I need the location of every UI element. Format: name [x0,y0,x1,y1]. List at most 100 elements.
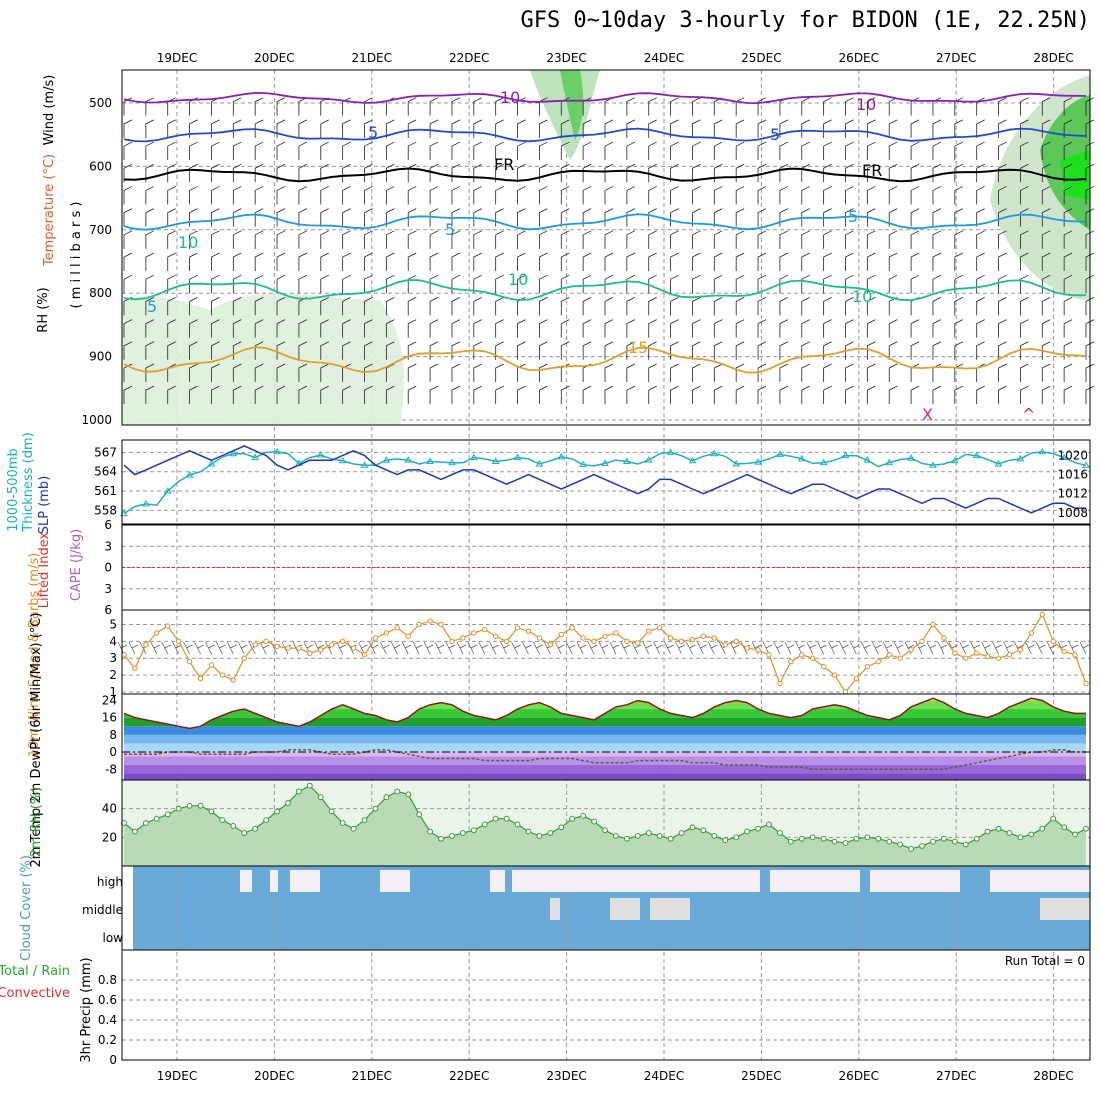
wind-speed-marker [613,630,619,636]
wind-barb [998,186,1007,205]
wind-barb-10m [401,641,412,655]
thickness-marker [557,452,566,460]
wind-barb [954,297,963,316]
wind-barb [1041,274,1051,294]
wind-barb [692,186,701,205]
wind-barb [954,208,963,227]
wind-barb [167,230,176,249]
wind-barb [910,163,920,183]
rh-marker [547,830,554,836]
thickness-marker [776,450,784,457]
wind-barb [473,141,482,161]
wind-barb [998,97,1007,116]
wind-barb [779,252,789,272]
wind-barb [1085,319,1095,338]
thickness-axis-top-label: 1000-500mb [6,448,21,532]
wind-barb [254,319,264,338]
wind-barb [910,341,920,360]
wind-barb [320,252,329,272]
wind-barb [211,274,220,294]
wind-barb [473,341,482,360]
rh-marker [875,835,882,842]
wind-barb [713,319,723,338]
rh-marker [984,828,991,835]
wind-barb [276,341,286,360]
wind-speed-marker [667,635,674,641]
temp-contour-minus-10 [123,91,1087,105]
temp-band [124,700,1086,710]
wind-barb-10m [839,641,849,655]
wind-barb [779,363,789,382]
rh-shading-28dec-max [1060,150,1090,200]
wind-barb [429,341,439,360]
wind-barb [692,341,701,360]
wind-barb [407,186,417,205]
thickness-marker [1060,453,1069,461]
wind-barb [932,341,942,360]
wind-barb [823,297,832,316]
rh-marker [514,821,521,828]
wind-barb [451,163,461,183]
wind-barb [888,252,898,272]
wind-barb [1020,119,1029,138]
wind-barb [866,252,876,272]
wind-barb [888,385,898,405]
wind-speed-marker [416,621,422,628]
wind-barb [385,297,395,316]
wind-speed-marker [591,638,597,645]
rh-marker [995,825,1002,832]
wind-barb [1063,319,1073,338]
wind-barb [167,274,176,294]
wind-barb [254,385,264,405]
rh-marker [394,788,401,795]
wind-barb [560,252,570,272]
thickness-axis-label: Thickness (dm) [21,432,36,532]
wind-speed-marker [525,628,532,634]
thickness-tick-label: 561 [94,484,117,498]
wind-barb [823,163,832,183]
temp-band [124,743,1086,753]
rh-marker [962,841,969,848]
rh-marker [700,827,707,834]
wind-barb [429,141,439,161]
rh-marker [853,835,860,842]
wind-barb [385,141,395,161]
wind-barb [298,252,308,272]
wind-barb-10m [937,641,948,655]
wind-barb [123,141,133,161]
top-day-label: 20DEC [254,51,294,65]
wind-barb [954,230,963,249]
wind-barb [1041,230,1051,249]
temperature-axis-label: Temperature (°C) [42,154,57,267]
wind-barb [298,363,308,382]
wind-barb [954,341,963,360]
wind-barb [342,319,351,338]
thickness-tick-label: 564 [94,465,117,479]
wind-barb [713,341,723,360]
wind-barb [123,319,133,338]
wind-barb [429,363,439,382]
wind-barb [385,252,395,272]
wind-barb-10m [1003,641,1013,655]
temp-contour-minus-5 [123,127,1087,143]
wind-barb [407,141,417,161]
wind-barb [298,341,308,360]
rh-marker [361,817,368,824]
wind-barb [823,319,832,338]
bottom-day-label: 28DEC [1033,1069,1073,1083]
lifted-index-axis-label: Lifted Index [37,531,52,608]
wind-speed-marker [405,633,411,639]
temp-contour-plus-15 [123,346,1087,374]
wind-barb [954,119,963,138]
wind-barb [123,119,133,138]
wind-barb [364,163,373,183]
thickness-line [123,451,1087,515]
rh-marker [470,827,477,834]
wind-barb-10m [336,641,346,655]
wind-barb [692,274,701,294]
wind-barb [364,186,373,205]
wind-speed-marker [820,663,827,670]
wind-speed-marker [689,636,696,643]
wind-barb-10m [620,641,631,655]
wind-barb-10m [500,641,510,655]
